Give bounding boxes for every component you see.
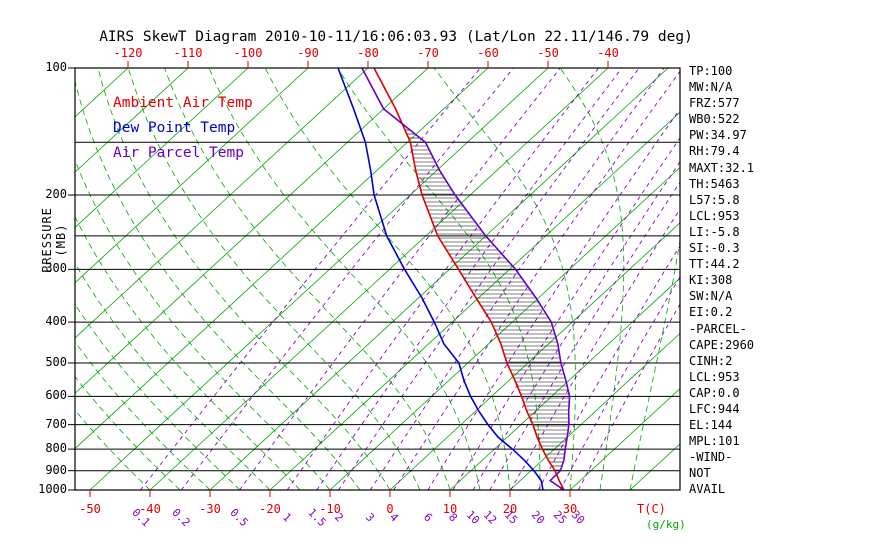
stat-line: TT:44.2 bbox=[689, 257, 740, 272]
pressure-tick-label: 1000 bbox=[38, 482, 67, 496]
stat-line: EL:144 bbox=[689, 418, 733, 433]
temp-bottom-tick-label: 0 bbox=[386, 502, 394, 516]
pressure-tick-label: 600 bbox=[45, 388, 67, 403]
stat-line: CAPE:2960 bbox=[689, 337, 755, 352]
stat-line: L57:5.8 bbox=[689, 192, 740, 207]
stat-line: TP:100 bbox=[689, 64, 733, 78]
legend: Ambient Air Temp Dew Point Temp Air Parcel… bbox=[113, 91, 253, 166]
chart-title: AIRS SkewT Diagram 2010-10-11/16:06:03.9… bbox=[99, 29, 693, 45]
temp-bottom-tick-label: 20 bbox=[502, 502, 518, 516]
temp-bottom-tick-label: 30 bbox=[562, 502, 578, 516]
stat-line: MW:N/A bbox=[689, 80, 733, 95]
mixing-ratio-unit-label: (g/kg) bbox=[646, 518, 686, 531]
temp-bottom-tick-label: -20 bbox=[259, 502, 281, 516]
pressure-tick-label: 800 bbox=[45, 441, 67, 456]
stat-line: MAXT:32.1 bbox=[689, 160, 755, 175]
stat-line: RH:79.4 bbox=[689, 144, 740, 159]
temp-top-tick-label: -110 bbox=[173, 46, 203, 60]
axis-ticks bbox=[68, 61, 609, 497]
temp-top-tick-label: -120 bbox=[113, 46, 143, 60]
temp-top-tick-label: -50 bbox=[537, 46, 559, 60]
plot-frame bbox=[74, 67, 681, 491]
stat-line: FRZ:577 bbox=[689, 96, 740, 111]
air-parcel-temp-curve bbox=[361, 68, 571, 490]
stat-line: CAP:0.0 bbox=[689, 385, 740, 400]
stat-line: MPL:101 bbox=[689, 434, 740, 449]
pressure-tick-label: 100 bbox=[45, 60, 67, 74]
temp-bottom-tick-label: 10 bbox=[442, 502, 458, 516]
stat-line: PW:34.97 bbox=[689, 128, 747, 143]
temp-top-tick-label: -60 bbox=[477, 46, 499, 60]
temp-top-tick-label: -90 bbox=[297, 46, 319, 60]
stat-line: -WIND- bbox=[689, 450, 733, 465]
pressure-tick-label: 900 bbox=[45, 462, 67, 477]
stat-line: LCL:953 bbox=[689, 369, 740, 384]
stat-line: AVAIL bbox=[689, 482, 726, 497]
ambient-air-temp-curve bbox=[373, 68, 565, 490]
temp-top-tick-label: -100 bbox=[233, 46, 263, 60]
temp-top-tick-label: -80 bbox=[357, 46, 379, 60]
cape-hatch-area bbox=[403, 125, 570, 475]
stat-line: NOT bbox=[689, 466, 711, 481]
pressure-tick-label: 400 bbox=[45, 314, 67, 329]
temp-bottom-tick-label: -40 bbox=[139, 502, 161, 516]
moist-adiabat-lines bbox=[75, 68, 680, 490]
stat-line: -PARCEL- bbox=[689, 321, 747, 336]
pressure-tick-label: 200 bbox=[45, 187, 67, 202]
temp-bottom-tick-label: -50 bbox=[79, 502, 101, 516]
stat-line: TH:5463 bbox=[689, 176, 740, 191]
stat-line: SW:N/A bbox=[689, 289, 733, 304]
stat-line: LFC:944 bbox=[689, 401, 740, 416]
legend-item-ambient-air-temp: Ambient Air Temp bbox=[113, 95, 253, 111]
stat-line: KI:308 bbox=[689, 273, 733, 288]
stat-line: EI:0.2 bbox=[689, 305, 733, 320]
stat-line: CINH:2 bbox=[689, 353, 733, 368]
pressure-tick-label: 700 bbox=[45, 416, 67, 431]
stats-panel: TP:100 MW:N/A FRZ:577 WB0:522 PW:34.97 RH:79.… bbox=[689, 63, 754, 498]
stat-line: LI:-5.8 bbox=[689, 224, 740, 239]
temp-bottom-tick-label: -10 bbox=[319, 502, 341, 516]
pressure-tick-label: 500 bbox=[45, 354, 67, 369]
legend-item-dew-point-temp: Dew Point Temp bbox=[113, 120, 236, 136]
stat-line: WB0:522 bbox=[689, 112, 740, 127]
temp-top-tick-label: -40 bbox=[597, 46, 619, 60]
pressure-tick-label: 300 bbox=[45, 261, 67, 276]
stat-line: SI:-0.3 bbox=[689, 241, 740, 256]
dew-point-temp-curve bbox=[337, 68, 544, 490]
temp-axis-unit-label: T(C) bbox=[637, 502, 666, 516]
temp-bottom-tick-label: -30 bbox=[199, 502, 221, 516]
stat-line: LCL:953 bbox=[689, 208, 740, 223]
temp-top-tick-label: -70 bbox=[417, 46, 439, 60]
legend-item-air-parcel-temp: Air Parcel Temp bbox=[113, 145, 244, 161]
